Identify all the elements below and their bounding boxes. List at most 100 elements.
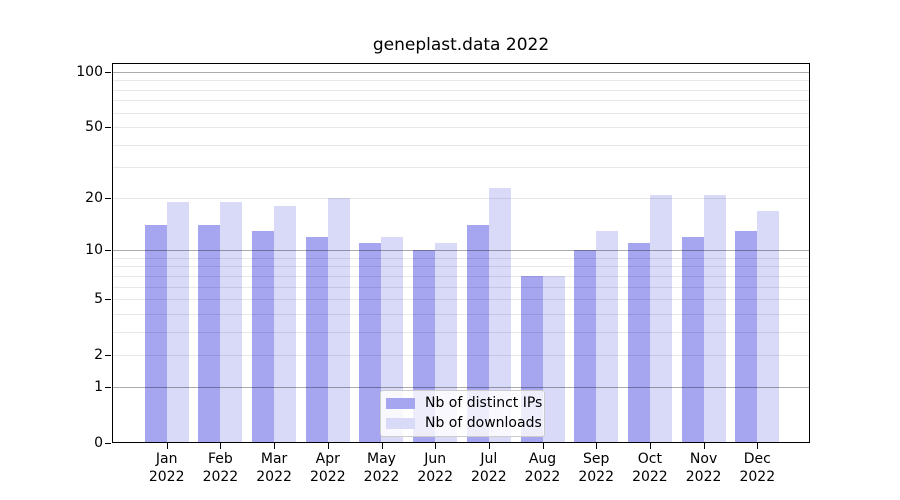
y-axis-tick-label: 0	[94, 435, 103, 451]
bar-downloads	[166, 202, 189, 443]
y-axis-tick-mark	[105, 126, 111, 128]
x-axis-tick-label: Aug 2022	[508, 450, 578, 486]
x-tick-year: 2022	[417, 469, 453, 485]
x-tick-month: Jul	[480, 451, 498, 467]
y-axis-tick-mark	[105, 72, 111, 73]
y-axis-tick-mark	[105, 387, 111, 389]
gridline-major	[112, 72, 810, 73]
y-axis-tick-label: 100	[76, 64, 103, 80]
gridline-minor	[112, 198, 810, 200]
y-axis-tick-label: 10	[85, 242, 103, 259]
x-tick-year: 2022	[148, 469, 185, 485]
x-axis-tick-label: Feb 2022	[185, 450, 255, 486]
x-axis-tick-label: Oct 2022	[615, 450, 685, 486]
x-axis-tick-label: Jan 2022	[132, 450, 202, 486]
x-axis-tick-mark	[381, 443, 383, 449]
bar-distinct-ips	[681, 236, 704, 443]
gridline-minor	[112, 257, 810, 259]
y-axis-tick-mark	[105, 250, 111, 252]
gridline-minor	[112, 100, 810, 102]
gridline-minor	[112, 266, 810, 268]
x-axis-tick-mark	[327, 443, 329, 449]
x-tick-year: 2022	[739, 469, 776, 485]
x-axis-tick-mark	[703, 443, 705, 449]
gridline-minor	[112, 112, 810, 114]
legend-label: Nb of distinct IPs	[425, 395, 543, 411]
bar-downloads	[542, 275, 565, 443]
gridline-minor	[112, 286, 810, 288]
gridline-minor	[112, 313, 810, 315]
legend-swatch	[386, 398, 415, 409]
gridline-minor	[112, 275, 810, 277]
gridline-minor	[112, 89, 810, 91]
x-tick-month: Oct	[637, 451, 662, 467]
x-tick-year: 2022	[363, 469, 400, 485]
x-tick-month: Mar	[260, 451, 288, 467]
x-axis-tick-mark	[488, 443, 490, 449]
gridline-minor	[112, 354, 810, 356]
x-axis-tick-label: Apr 2022	[293, 450, 363, 486]
bar-downloads	[488, 187, 511, 443]
x-tick-month: Jan	[155, 451, 178, 467]
x-axis-tick-label: May 2022	[347, 450, 417, 486]
x-axis-tick-mark	[596, 443, 598, 449]
bar-distinct-ips	[574, 250, 597, 443]
x-axis-tick-mark	[435, 443, 437, 449]
x-axis-tick-label: Mar 2022	[239, 450, 309, 486]
gridline-minor	[112, 299, 810, 300]
x-tick-month: Nov	[689, 451, 718, 467]
bar-downloads	[703, 194, 726, 443]
y-axis-tick-label: 20	[85, 190, 103, 207]
x-tick-month: Feb	[207, 451, 233, 467]
bar-distinct-ips	[627, 243, 650, 443]
x-axis-tick-label: Jun 2022	[400, 450, 470, 486]
y-axis-tick-label: 50	[85, 118, 103, 135]
x-tick-year: 2022	[470, 469, 507, 485]
bar-distinct-ips	[252, 230, 275, 443]
x-tick-year: 2022	[578, 469, 614, 485]
legend-row: Nb of distinct IPs	[386, 395, 542, 412]
legend-label: Nb of downloads	[425, 415, 542, 431]
bar-distinct-ips	[198, 225, 221, 443]
gridline-major	[112, 250, 810, 252]
bar-distinct-ips	[305, 236, 328, 443]
y-axis-tick-label: 2	[94, 346, 103, 363]
x-axis-tick-mark	[757, 443, 759, 449]
bar-distinct-ips	[735, 230, 758, 443]
gridline-minor	[112, 126, 810, 128]
bar-downloads	[220, 202, 243, 443]
gridline-minor	[112, 166, 810, 168]
legend-swatch	[386, 418, 415, 429]
gridline-minor	[112, 144, 810, 146]
x-axis-tick-mark	[166, 443, 168, 449]
x-axis-tick-label: Sep 2022	[561, 450, 631, 486]
x-tick-month: Aug	[528, 451, 557, 467]
plot-area	[112, 63, 810, 443]
x-tick-year: 2022	[524, 469, 561, 485]
gridline-minor	[112, 331, 810, 333]
x-tick-month: Sep	[582, 451, 610, 467]
x-axis-tick-mark	[274, 443, 276, 449]
bar-downloads	[596, 230, 619, 443]
legend: Nb of distinct IPs Nb of downloads	[380, 390, 545, 437]
x-axis-tick-mark	[649, 443, 651, 449]
gridline-minor	[112, 80, 810, 82]
x-tick-month: May	[367, 451, 396, 467]
chart-title: geneplast.data 2022	[372, 35, 550, 55]
x-tick-year: 2022	[632, 469, 668, 485]
gridline-major	[112, 387, 810, 389]
bar-downloads	[649, 194, 672, 443]
x-tick-year: 2022	[256, 469, 292, 485]
y-axis-tick-label: 5	[94, 291, 103, 307]
bar-distinct-ips	[466, 225, 489, 443]
x-axis-tick-label: Dec 2022	[722, 450, 792, 486]
y-axis-tick-label: 1	[94, 379, 103, 396]
bar-downloads	[327, 198, 350, 443]
y-axis-tick-mark	[105, 354, 111, 356]
x-axis-tick-mark	[542, 443, 544, 449]
x-tick-year: 2022	[309, 469, 346, 485]
y-axis-tick-mark	[105, 443, 111, 444]
legend-row: Nb of downloads	[386, 415, 542, 432]
x-axis-tick-label: Jul 2022	[454, 450, 524, 486]
